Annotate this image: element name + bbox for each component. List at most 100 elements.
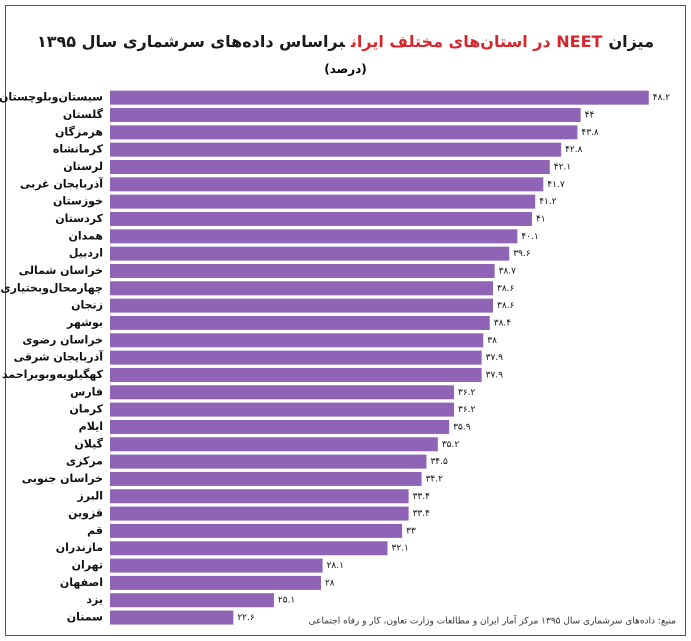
bar xyxy=(110,107,581,122)
bar xyxy=(110,211,532,226)
bar xyxy=(110,350,482,365)
bar xyxy=(110,610,234,625)
category-label: قم xyxy=(87,524,103,537)
bar xyxy=(110,263,495,278)
value-label: ۳۷.۹ xyxy=(486,370,504,380)
category-label: هرمزگان xyxy=(55,125,103,138)
bar xyxy=(110,471,422,486)
bar xyxy=(110,454,427,469)
category-label: البرز xyxy=(76,489,103,502)
bar xyxy=(110,229,518,244)
category-label: اردبیل xyxy=(69,247,103,260)
value-label: ۴۰.۱ xyxy=(521,232,538,242)
bar xyxy=(110,575,321,590)
value-label: ۳۶.۲ xyxy=(458,388,476,398)
value-label: ۴۸.۲ xyxy=(653,93,671,103)
bar xyxy=(110,333,484,348)
category-label: همدان xyxy=(68,229,103,242)
value-label: ۳۸.۶ xyxy=(497,301,515,311)
category-label: اصفهان xyxy=(60,576,103,589)
bar xyxy=(110,593,274,608)
bar xyxy=(110,246,510,261)
category-label: گیلان xyxy=(74,437,103,450)
bar xyxy=(110,315,490,330)
value-label: ۴۱.۷ xyxy=(547,180,565,190)
category-label: کرمان xyxy=(69,403,103,416)
value-label: ۲۵.۱ xyxy=(278,596,295,606)
bar xyxy=(110,419,450,434)
bar xyxy=(110,437,438,452)
bar xyxy=(110,281,493,296)
value-label: ۳۵.۲ xyxy=(442,440,460,450)
value-label: ۳۸.۷ xyxy=(499,266,517,276)
value-label: ۳۳ xyxy=(406,526,416,536)
value-label: ۴۲.۱ xyxy=(554,162,571,172)
value-label: ۴۱.۲ xyxy=(539,197,557,207)
value-label: ۳۴.۲ xyxy=(426,474,444,484)
category-label: فارس xyxy=(70,385,103,398)
value-label: ۳۸ xyxy=(487,336,497,346)
frame xyxy=(5,5,686,636)
chart-subtitle: (درصد) xyxy=(324,62,367,76)
bar xyxy=(110,385,455,400)
bar xyxy=(110,558,323,573)
category-label: چهارمحال‌وبختیاری xyxy=(1,281,104,294)
bar xyxy=(110,159,550,174)
value-label: ۴۳.۸ xyxy=(581,128,599,138)
value-label: ۴۱ xyxy=(536,214,546,224)
bar xyxy=(110,541,388,556)
bar xyxy=(110,177,544,192)
bar xyxy=(110,90,649,105)
category-label: لرستان xyxy=(63,160,103,173)
bar xyxy=(110,194,536,209)
category-label: ایلام xyxy=(79,420,103,433)
category-label: مرکزی xyxy=(66,455,103,468)
category-label: کرمانشاه xyxy=(53,143,104,156)
category-label: مازندران xyxy=(56,541,103,554)
category-label: یزد xyxy=(86,593,103,606)
category-label: خراسان جنوبی xyxy=(22,472,103,485)
category-label: خراسان شمالی xyxy=(19,264,103,277)
category-label: تهران xyxy=(72,559,103,572)
value-label: ۳۹.۶ xyxy=(513,249,531,259)
category-label: گلستان xyxy=(63,108,104,121)
category-label: بوشهر xyxy=(66,316,103,329)
bar xyxy=(110,523,403,538)
title-part: میزان xyxy=(608,32,654,51)
title-part: براساس داده‌های سرشماری سال ۱۳۹۵ xyxy=(37,32,345,51)
value-label: ۴۴ xyxy=(585,110,595,120)
value-label: ۳۸.۶ xyxy=(497,284,515,294)
bar xyxy=(110,298,493,313)
category-label: کردستان xyxy=(55,212,103,225)
value-label: ۳۸.۴ xyxy=(494,318,512,328)
value-label: ۲۸ xyxy=(325,578,335,588)
value-label: ۳۳.۴ xyxy=(413,509,431,519)
category-label: سمنان xyxy=(67,611,103,624)
value-label: ۳۲.۱ xyxy=(392,544,409,554)
bar xyxy=(110,489,409,504)
category-label: کهگیلویه‌وبویراحمد xyxy=(2,368,104,381)
value-label: ۳۵.۹ xyxy=(453,422,471,432)
category-label: زنجان xyxy=(71,299,103,312)
bar xyxy=(110,402,455,417)
title-part: NEET در استان‌های مختلف ایران xyxy=(350,32,603,51)
value-label: ۳۳.۴ xyxy=(413,492,431,502)
category-label: خراسان رضوی xyxy=(22,333,103,346)
bar xyxy=(110,367,482,382)
category-label: خوزستان xyxy=(53,195,103,208)
category-label: سیستان‌وبلوچستان xyxy=(0,91,103,104)
bar xyxy=(110,142,562,157)
category-label: آذربایجان غربی xyxy=(20,176,103,190)
value-label: ۳۴.۵ xyxy=(430,457,448,467)
value-label: ۲۲.۶ xyxy=(237,613,255,623)
chart-title: میزان NEET در استان‌های مختلف ایران براساس… xyxy=(0,32,691,51)
category-label: قزوین xyxy=(68,507,103,520)
bar xyxy=(110,506,409,521)
bar xyxy=(110,125,578,140)
category-label: آذربایجان شرقی xyxy=(14,350,104,364)
value-label: ۳۷.۹ xyxy=(486,353,504,363)
source: منبع: داده‌های سرشماری سال ۱۳۹۵ مرکز آما… xyxy=(309,615,676,627)
value-label: ۳۶.۲ xyxy=(458,405,476,415)
